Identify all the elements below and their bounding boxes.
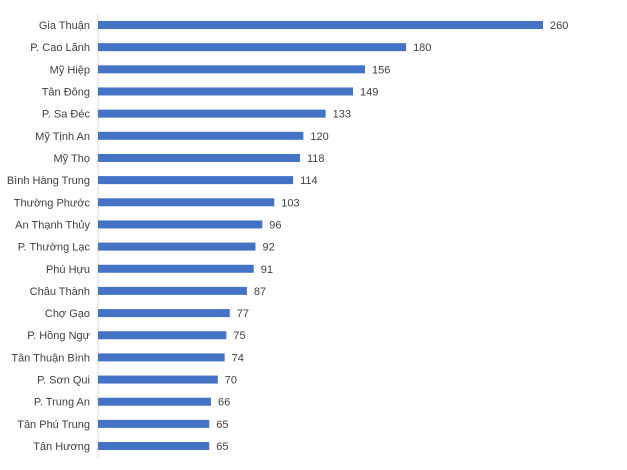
bar: [98, 375, 218, 384]
bar: [98, 331, 227, 340]
bar-value-label: 91: [261, 264, 273, 276]
bar-value-label: 74: [232, 352, 244, 364]
category-tick-label: Chợ Gạo: [45, 308, 90, 320]
category-tick-label: P. Thường Lạc: [18, 242, 91, 254]
bar: [98, 353, 225, 362]
bar-value-label: 260: [550, 20, 568, 32]
bar-value-label: 65: [216, 419, 228, 431]
bar: [98, 309, 230, 318]
bar: [98, 286, 247, 295]
bar-value-label: 75: [233, 330, 245, 342]
chart-marks: Gia Thuận 260 P. Cao Lãnh 180 Mỹ Hiệp 156 Tân …: [7, 20, 569, 453]
bar: [98, 397, 211, 406]
category-tick-label: Bình Hàng Trung: [7, 175, 90, 187]
bar-value-label: 87: [254, 286, 266, 298]
bar-value-label: 66: [218, 397, 230, 409]
category-tick-label: Phú Hựu: [46, 264, 90, 276]
bar: [98, 43, 407, 52]
bar: [98, 153, 300, 162]
bar-value-label: 149: [360, 86, 378, 98]
category-tick-label: Gia Thuận: [39, 20, 90, 32]
category-tick-label: P. Cao Lãnh: [30, 42, 90, 54]
bar: [98, 242, 256, 251]
bar-value-label: 96: [269, 219, 281, 231]
category-tick-label: P. Sa Đéc: [42, 109, 91, 121]
category-tick-label: P. Hồng Ngự: [27, 330, 90, 342]
category-tick-label: Mỹ Thọ: [54, 153, 90, 165]
category-tick-label: Tân Phú Trung: [17, 419, 90, 431]
bar: [98, 21, 543, 29]
category-tick-label: Mỹ Tịnh An: [35, 131, 90, 143]
category-tick-label: Châu Thành: [30, 286, 90, 298]
bar-value-label: 114: [300, 175, 318, 187]
category-tick-label: P. Sơn Qui: [37, 375, 90, 387]
category-tick-label: Mỹ Hiệp: [50, 64, 90, 76]
bar: [98, 198, 275, 207]
bar: [98, 131, 304, 140]
bar: [98, 109, 326, 118]
bar-value-label: 92: [262, 242, 274, 254]
bar: [98, 264, 254, 273]
bar-value-label: 133: [333, 109, 351, 121]
category-tick-label: An Thạnh Thủy: [15, 219, 90, 231]
category-tick-label: Tân Hương: [33, 441, 90, 453]
bar: [98, 419, 210, 428]
bar: [98, 220, 263, 229]
bar-value-label: 118: [307, 153, 325, 165]
bar: [98, 65, 365, 74]
bar: [98, 87, 354, 96]
category-tick-label: Thường Phước: [14, 197, 91, 209]
bar-value-label: 70: [225, 375, 237, 387]
bar: [98, 176, 294, 185]
bar: [98, 442, 210, 451]
category-tick-label: Tân Thuận Bình: [11, 352, 90, 364]
bar-value-label: 120: [310, 131, 328, 143]
bar-value-label: 65: [216, 441, 228, 453]
bar-value-label: 180: [413, 42, 431, 54]
category-tick-label: P. Trung An: [34, 397, 90, 409]
bar-value-label: 77: [237, 308, 249, 320]
bar-value-label: 156: [372, 64, 390, 76]
bar-value-label: 103: [281, 197, 299, 209]
category-tick-label: Tân Đông: [42, 86, 90, 98]
